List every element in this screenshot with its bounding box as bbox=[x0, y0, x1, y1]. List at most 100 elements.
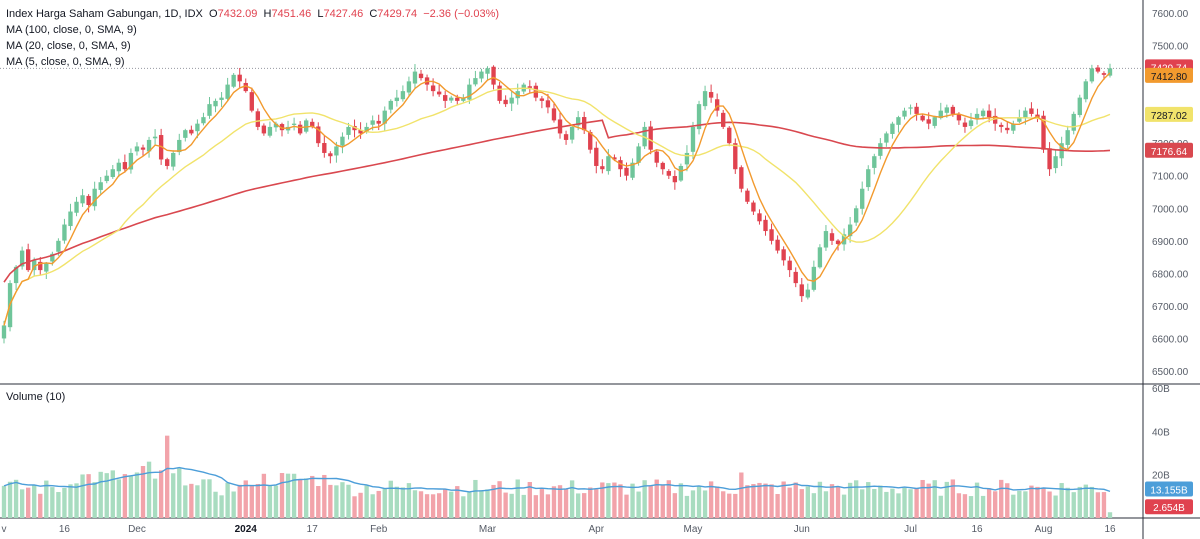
candle-body bbox=[974, 113, 980, 119]
candle bbox=[968, 112, 974, 130]
volume-bar bbox=[1065, 487, 1070, 518]
candle bbox=[660, 161, 665, 175]
volume-bar bbox=[582, 493, 587, 518]
candle-body bbox=[1095, 67, 1101, 72]
candle-body bbox=[1053, 156, 1058, 169]
candle bbox=[316, 122, 321, 147]
candle-body bbox=[727, 127, 732, 144]
volume-bar bbox=[201, 479, 206, 518]
candle bbox=[68, 203, 73, 231]
ma20-legend[interactable]: MA (20, close, 0, SMA, 9) bbox=[6, 40, 131, 52]
ma5-legend[interactable]: MA (5, close, 0, SMA, 9) bbox=[6, 56, 125, 68]
candle-body bbox=[823, 231, 829, 248]
volume-bar bbox=[878, 485, 883, 518]
candle bbox=[1011, 120, 1016, 135]
candle bbox=[847, 216, 853, 243]
price-tick-label: 6500.00 bbox=[1152, 367, 1189, 378]
candle-body bbox=[322, 143, 327, 153]
volume-bar bbox=[1083, 484, 1089, 518]
volume-bar bbox=[884, 491, 889, 518]
candle-body bbox=[231, 74, 236, 87]
volume-legend[interactable]: Volume (10) bbox=[6, 391, 66, 403]
time-tick-label: Mar bbox=[479, 524, 497, 535]
candle-body bbox=[914, 106, 919, 114]
candle-body bbox=[884, 133, 889, 143]
candle-body bbox=[394, 97, 400, 102]
volume-bar bbox=[896, 493, 901, 518]
candle-body bbox=[261, 125, 267, 134]
volume-bar bbox=[285, 473, 291, 518]
candle bbox=[231, 73, 236, 89]
candle-body bbox=[690, 126, 696, 152]
candle-body bbox=[551, 108, 557, 121]
candle bbox=[177, 133, 182, 156]
volume-bar bbox=[461, 496, 466, 518]
volume-bar bbox=[267, 485, 273, 518]
volume-bar bbox=[334, 485, 339, 518]
candle bbox=[255, 108, 261, 131]
candle bbox=[974, 108, 980, 125]
candle bbox=[799, 277, 804, 302]
volume-bar bbox=[660, 484, 665, 518]
volume-bar bbox=[908, 489, 913, 518]
volume-bar bbox=[575, 493, 581, 518]
candle-body bbox=[751, 202, 756, 212]
volume-bar bbox=[890, 488, 895, 518]
volume-bar bbox=[612, 482, 617, 518]
volume-bar bbox=[128, 475, 134, 518]
candle-body bbox=[793, 271, 798, 284]
volume-bar bbox=[829, 484, 835, 518]
volume-bar bbox=[539, 489, 545, 518]
volume-ma-line bbox=[3, 466, 1111, 493]
volume-bar bbox=[25, 487, 31, 518]
volume-bar bbox=[853, 480, 859, 518]
candle bbox=[787, 256, 792, 278]
volume-bar bbox=[316, 486, 321, 518]
volume-bar bbox=[714, 486, 720, 518]
candle bbox=[128, 148, 134, 174]
candle-body bbox=[980, 110, 986, 117]
volume-bar bbox=[1101, 492, 1107, 518]
candle bbox=[763, 215, 768, 236]
candle-body bbox=[739, 167, 744, 189]
candle bbox=[1095, 65, 1101, 74]
candle bbox=[267, 121, 273, 138]
volume-bar bbox=[672, 493, 678, 518]
candle bbox=[527, 80, 532, 93]
candle-body bbox=[636, 146, 641, 163]
candle bbox=[237, 67, 242, 89]
price-tick-label: 6600.00 bbox=[1152, 334, 1189, 345]
volume-bar bbox=[835, 487, 841, 518]
candle bbox=[860, 181, 865, 215]
candle-body bbox=[696, 104, 702, 130]
volume-bar bbox=[769, 484, 774, 518]
volume-bar bbox=[122, 474, 128, 518]
candle bbox=[1047, 142, 1052, 176]
candle bbox=[1053, 150, 1058, 174]
candle-body bbox=[1041, 115, 1046, 150]
candle-body bbox=[479, 71, 484, 79]
volume-pane[interactable] bbox=[1, 435, 1113, 518]
price-pane[interactable] bbox=[0, 63, 1143, 344]
candle-body bbox=[183, 130, 188, 138]
candle-body bbox=[104, 175, 109, 182]
candle-body bbox=[799, 284, 804, 297]
ma100-legend[interactable]: MA (100, close, 0, SMA, 9) bbox=[6, 24, 137, 36]
candle bbox=[92, 181, 97, 211]
volume-bar bbox=[545, 494, 551, 518]
volume-bar bbox=[630, 483, 635, 518]
candle bbox=[213, 98, 218, 113]
volume-bar bbox=[491, 484, 496, 518]
candle bbox=[261, 123, 267, 136]
volume-bar bbox=[189, 483, 194, 518]
volume-bar bbox=[80, 474, 85, 518]
candle-body bbox=[98, 182, 103, 190]
candle-body bbox=[920, 115, 925, 121]
candle bbox=[74, 196, 79, 217]
volume-bar bbox=[648, 485, 653, 518]
candle-body bbox=[449, 97, 454, 101]
volume-bar bbox=[920, 479, 925, 518]
candle-body bbox=[171, 152, 176, 167]
candle-body bbox=[291, 123, 297, 125]
